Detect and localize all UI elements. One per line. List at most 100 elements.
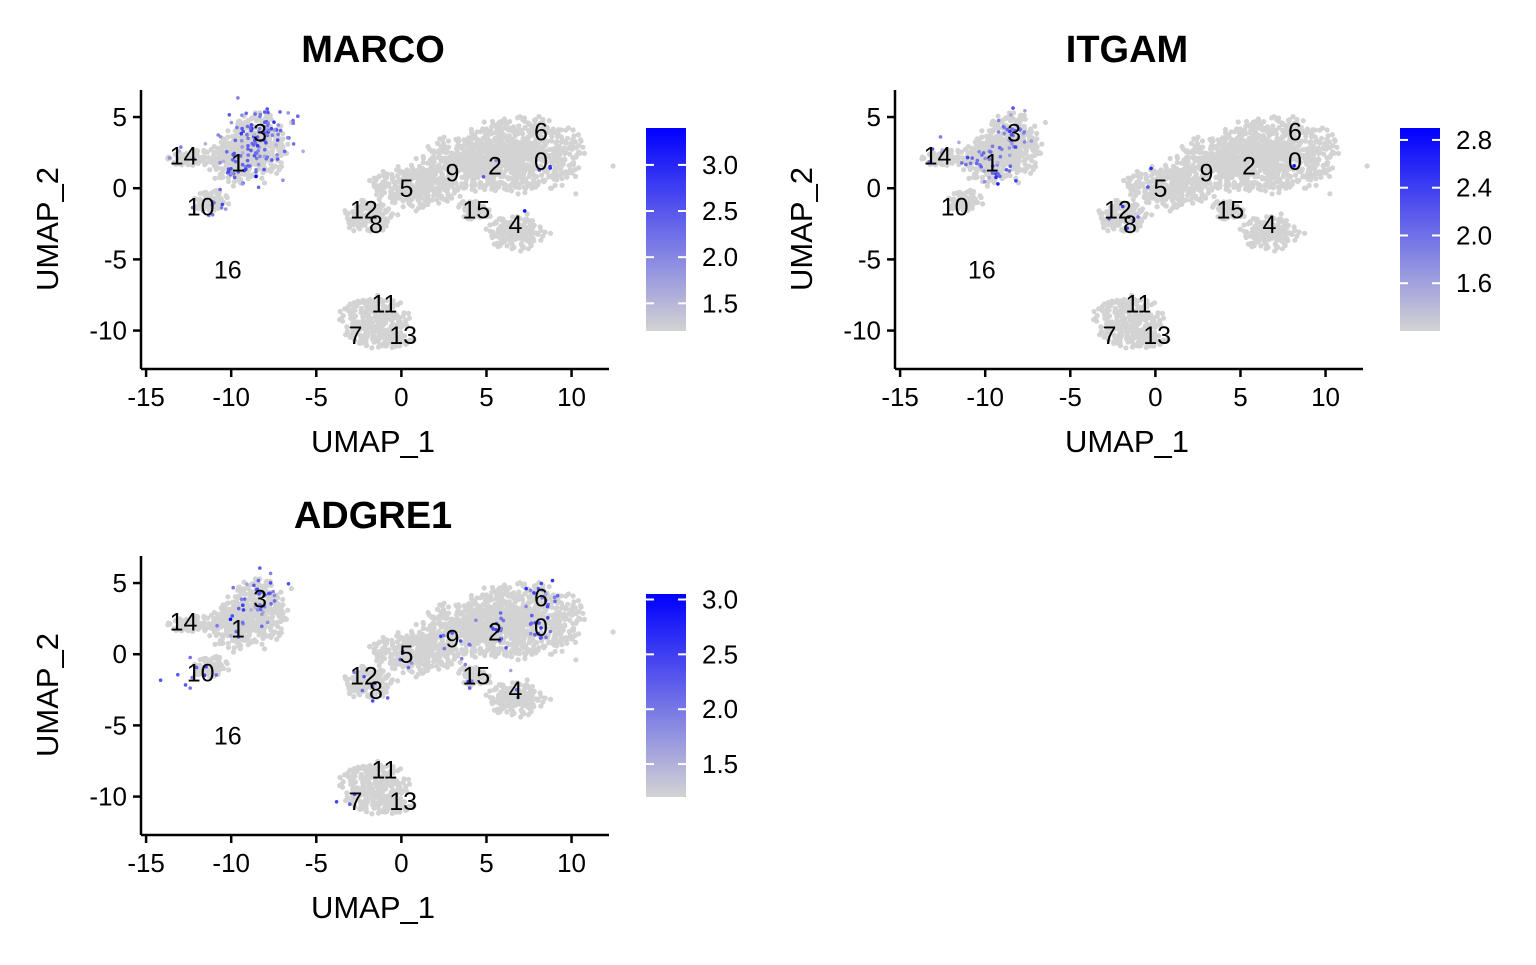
cell-point: [488, 128, 493, 133]
cell-point: [1031, 165, 1036, 170]
expressing-cell-point: [258, 115, 262, 119]
expressing-cell-point: [236, 96, 240, 100]
cell-point: [973, 196, 978, 201]
cell-point: [469, 127, 474, 132]
expressing-cell-point: [262, 168, 266, 172]
expressing-cell-point: [266, 155, 270, 159]
cell-point: [438, 169, 443, 174]
cell-point: [979, 195, 984, 200]
cell-point: [1236, 187, 1241, 192]
expressing-cell-point: [235, 126, 239, 130]
cell-point: [1273, 147, 1278, 152]
cell-point: [352, 300, 357, 305]
cell-point: [489, 140, 494, 145]
expressing-cell-point: [240, 139, 244, 143]
cell-point: [231, 184, 236, 189]
expressing-cell-point: [263, 148, 267, 152]
colorbar-tick-label: 2.5: [702, 196, 738, 226]
cell-point: [243, 120, 248, 125]
cell-point: [466, 135, 471, 140]
cell-point: [461, 186, 466, 191]
cell-point: [1313, 176, 1318, 181]
cell-point: [473, 189, 478, 194]
cell-point: [980, 201, 985, 206]
expressing-cell-point: [253, 112, 257, 116]
cell-point: [483, 137, 488, 142]
expressing-cell-point: [239, 132, 243, 136]
x-axis-label: UMAP_1: [311, 424, 435, 459]
cell-point: [1168, 156, 1173, 161]
expressing-cell-point: [257, 186, 261, 190]
cell-point: [957, 149, 962, 154]
expressing-cell-point: [240, 145, 244, 149]
expressing-cell-point: [249, 126, 253, 130]
cell-point: [560, 183, 565, 188]
cell-point: [1032, 153, 1037, 158]
colorbar-tick-label: 3.0: [702, 150, 738, 180]
cell-point: [1277, 177, 1282, 182]
cell-point: [416, 185, 421, 190]
cell-point: [1192, 143, 1197, 148]
cell-point: [580, 145, 585, 150]
cell-point: [1237, 137, 1242, 142]
cell-point: [1275, 117, 1280, 122]
cell-point: [1043, 120, 1048, 125]
cell-point: [1028, 134, 1033, 139]
cell-point: [448, 194, 453, 199]
expressing-cell-point: [245, 133, 249, 137]
expressing-cell-point: [279, 129, 283, 133]
cell-point: [519, 147, 524, 152]
cell-point: [384, 181, 389, 186]
cell-point: [416, 206, 421, 211]
cell-point: [427, 187, 432, 192]
cell-point: [521, 136, 526, 141]
cell-point: [1317, 150, 1322, 155]
x-tick-label: 0: [394, 382, 408, 412]
cell-point: [987, 128, 992, 133]
cell-point: [225, 195, 230, 200]
expressing-cell-point: [286, 111, 290, 115]
expressing-cell-point: [225, 150, 229, 154]
cell-point: [517, 159, 522, 164]
cell-point: [501, 145, 506, 150]
cell-point: [508, 241, 513, 246]
expressing-cell-point: [246, 159, 250, 163]
cell-point: [498, 240, 503, 245]
cell-point: [456, 205, 461, 210]
cell-point: [1302, 186, 1307, 191]
cell-point: [384, 171, 389, 176]
cell-point: [529, 235, 534, 240]
cell-point: [1248, 128, 1253, 133]
cell-point: [570, 137, 575, 142]
cell-point: [1236, 119, 1241, 124]
cell-point: [353, 313, 358, 318]
cluster-label: 9: [445, 160, 459, 188]
cell-point: [392, 197, 397, 202]
expressing-cell-point: [482, 175, 486, 179]
cell-point: [482, 187, 487, 192]
cell-point: [430, 155, 435, 160]
cell-point: [1309, 156, 1314, 161]
cell-point: [203, 149, 208, 154]
cell-point: [1235, 128, 1240, 133]
cell-point: [1232, 163, 1237, 168]
cell-point: [430, 198, 435, 203]
expressing-cell-point: [271, 133, 275, 137]
cell-point: [504, 187, 509, 192]
cell-point: [464, 157, 469, 162]
y-axis-label: UMAP_2: [30, 167, 65, 291]
cell-point: [560, 157, 565, 162]
cell-point: [996, 114, 1001, 119]
cell-point: [521, 117, 526, 122]
cell-point: [974, 138, 979, 143]
cell-point: [431, 174, 436, 179]
cell-point: [226, 135, 231, 140]
cell-point: [562, 145, 567, 150]
cell-point: [514, 139, 519, 144]
cell-point: [559, 135, 564, 140]
cell-point: [277, 165, 282, 170]
cell-point: [1199, 149, 1204, 154]
cell-point: [1246, 147, 1251, 152]
expressing-cell-point: [230, 121, 234, 125]
